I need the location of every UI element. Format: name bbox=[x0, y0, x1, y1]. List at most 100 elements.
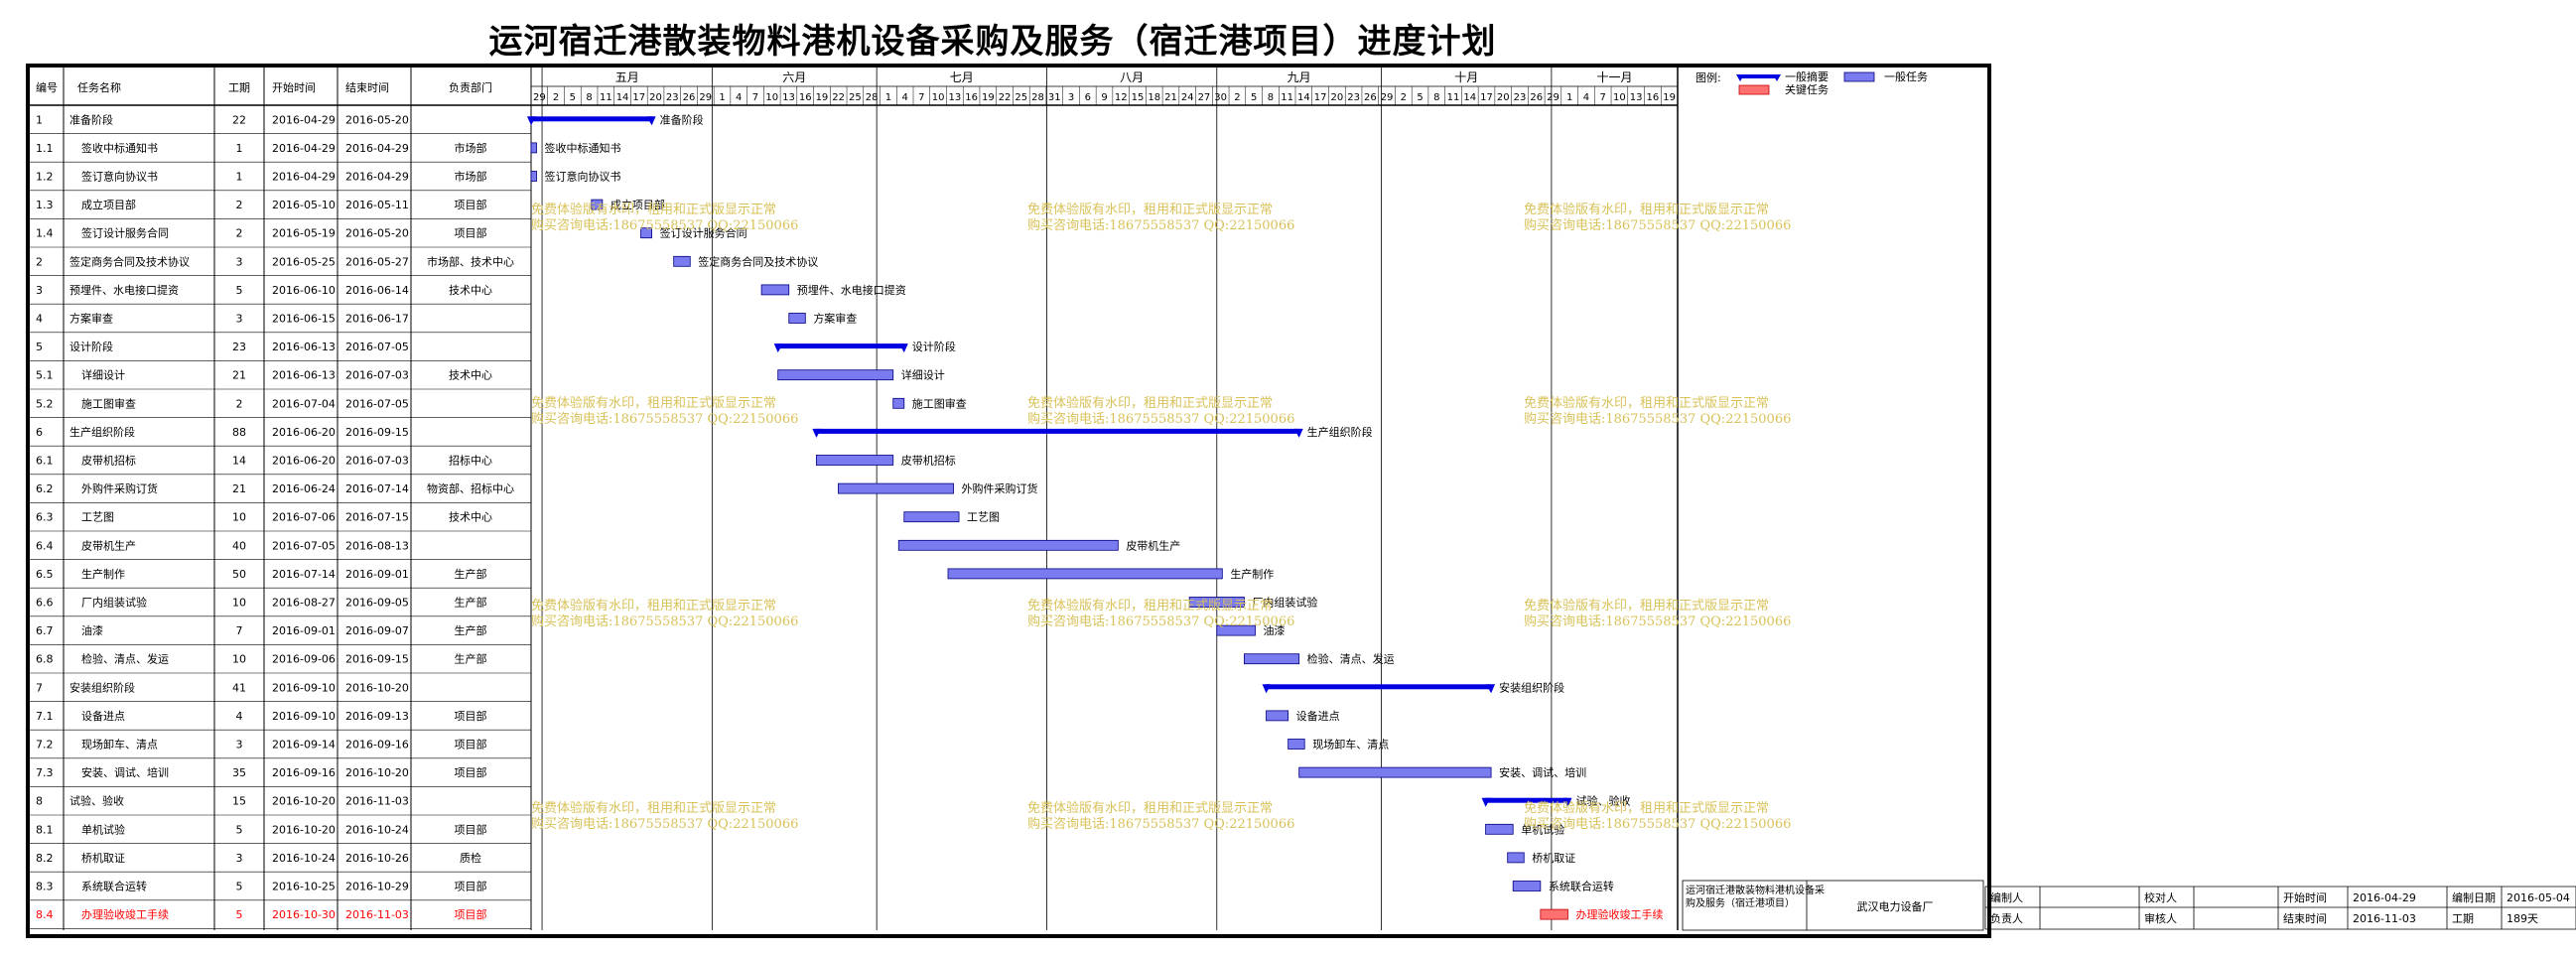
bar-label: 设计阶段 bbox=[912, 340, 956, 353]
watermark-text: 免费体验版有水印，租用和正式版显示正常 bbox=[1027, 395, 1273, 411]
task-id: 6.7 bbox=[36, 624, 54, 637]
task-name: 签订意向协议书 bbox=[81, 170, 158, 184]
task-id: 1.3 bbox=[36, 199, 54, 211]
day-tick-label: 14 bbox=[616, 92, 629, 103]
watermark-text: 购买咨询电话:18675558537 QQ:22150066 bbox=[531, 217, 798, 233]
task-bar bbox=[1216, 624, 1256, 636]
task-duration: 5 bbox=[236, 881, 243, 893]
day-tick-label: 20 bbox=[1330, 92, 1343, 103]
task-duration: 35 bbox=[232, 766, 246, 779]
day-tick-label: 25 bbox=[1015, 92, 1027, 103]
task-name: 厂内组装试验 bbox=[81, 596, 147, 610]
watermark-text: 免费体验版有水印，租用和正式版显示正常 bbox=[1524, 395, 1769, 411]
watermark-text: 免费体验版有水印，租用和正式版显示正常 bbox=[1027, 800, 1273, 816]
day-tick-label: 3 bbox=[1068, 92, 1074, 103]
day-tick-label: 5 bbox=[1251, 92, 1257, 103]
day-tick-label: 8 bbox=[586, 92, 592, 103]
day-tick-label: 13 bbox=[782, 92, 795, 103]
day-tick-label: 28 bbox=[1031, 92, 1044, 103]
task-bar bbox=[947, 568, 1223, 580]
footer-cell: 2016-04-29 bbox=[2353, 891, 2416, 904]
task-bar bbox=[815, 455, 894, 466]
bar-label: 油漆 bbox=[1263, 623, 1285, 637]
day-tick-label: 17 bbox=[1314, 92, 1327, 103]
task-end: 2016-09-07 bbox=[345, 624, 409, 637]
task-end: 2016-04-29 bbox=[345, 171, 409, 184]
column-header: 任务名称 bbox=[77, 80, 121, 94]
task-end: 2016-09-01 bbox=[345, 568, 409, 581]
task-start: 2016-05-19 bbox=[272, 227, 336, 240]
task-end: 2016-09-05 bbox=[345, 597, 409, 610]
watermark-text: 免费体验版有水印，租用和正式版显示正常 bbox=[1027, 202, 1273, 217]
watermark-text: 免费体验版有水印，租用和正式版显示正常 bbox=[531, 202, 776, 217]
day-tick-label: 29 bbox=[699, 92, 712, 103]
legend-critical-text: 关键任务 bbox=[1785, 82, 1829, 96]
task-name: 安装、调试、培训 bbox=[81, 765, 169, 779]
legend-critical-swatch bbox=[1738, 84, 1770, 95]
month-label: 八月 bbox=[1120, 70, 1144, 84]
task-dept: 项目部 bbox=[455, 880, 487, 893]
task-end: 2016-06-14 bbox=[345, 284, 409, 297]
task-duration: 5 bbox=[236, 284, 243, 297]
task-end: 2016-05-20 bbox=[345, 113, 409, 126]
task-name: 准备阶段 bbox=[69, 112, 113, 126]
task-name: 成立项目部 bbox=[81, 198, 136, 211]
task-end: 2016-07-05 bbox=[345, 341, 409, 353]
task-duration: 3 bbox=[236, 255, 243, 268]
day-tick-label: 27 bbox=[1198, 92, 1211, 103]
day-tick-label: 7 bbox=[1599, 92, 1605, 103]
watermark-text: 购买咨询电话:18675558537 QQ:22150066 bbox=[1524, 411, 1791, 427]
task-duration: 41 bbox=[232, 681, 246, 694]
task-id: 8.4 bbox=[36, 908, 54, 921]
task-duration: 10 bbox=[232, 511, 246, 524]
task-id: 6 bbox=[36, 426, 43, 439]
footer-cell: 工期 bbox=[2452, 912, 2474, 925]
day-tick-label: 8 bbox=[1433, 92, 1439, 103]
day-tick-label: 11 bbox=[1447, 92, 1460, 103]
task-dept: 市场部 bbox=[455, 170, 487, 184]
task-start: 2016-09-01 bbox=[272, 624, 336, 637]
watermark-text: 购买咨询电话:18675558537 QQ:22150066 bbox=[531, 411, 798, 427]
summary-bar-start-cap bbox=[1481, 797, 1491, 807]
month-label: 七月 bbox=[950, 70, 974, 84]
summary-bar bbox=[1266, 684, 1492, 690]
task-duration: 15 bbox=[232, 795, 246, 808]
task-name: 设备进点 bbox=[81, 709, 125, 723]
task-end: 2016-07-14 bbox=[345, 482, 409, 495]
task-start: 2016-09-10 bbox=[272, 710, 336, 723]
day-tick-label: 26 bbox=[1364, 92, 1377, 103]
day-tick-label: 28 bbox=[866, 92, 879, 103]
day-tick-label: 16 bbox=[799, 92, 812, 103]
footer-company: 武汉电力设备厂 bbox=[1857, 899, 1934, 913]
task-id: 6.8 bbox=[36, 653, 54, 666]
task-start: 2016-09-16 bbox=[272, 766, 336, 779]
bar-label: 签订意向协议书 bbox=[545, 170, 621, 184]
day-tick-label: 10 bbox=[932, 92, 945, 103]
bar-label: 准备阶段 bbox=[660, 112, 704, 126]
day-tick-label: 2 bbox=[1401, 92, 1407, 103]
task-start: 2016-06-10 bbox=[272, 284, 336, 297]
task-bar bbox=[892, 397, 905, 409]
summary-bar bbox=[1485, 797, 1568, 803]
bar-label: 皮带机生产 bbox=[1126, 538, 1180, 552]
watermark-text: 购买咨询电话:18675558537 QQ:22150066 bbox=[1027, 411, 1294, 427]
task-start: 2016-04-29 bbox=[272, 113, 336, 126]
task-duration: 2 bbox=[236, 227, 243, 240]
task-duration: 5 bbox=[236, 823, 243, 836]
summary-bar-end-cap bbox=[898, 343, 908, 353]
task-end: 2016-05-27 bbox=[345, 255, 409, 268]
task-id: 7.3 bbox=[36, 766, 54, 779]
critical-bar bbox=[1540, 908, 1568, 920]
task-start: 2016-05-10 bbox=[272, 199, 336, 211]
task-start: 2016-06-20 bbox=[272, 426, 336, 439]
watermark-text: 购买咨询电话:18675558537 QQ:22150066 bbox=[531, 816, 798, 832]
bar-label: 单机试验 bbox=[1521, 822, 1564, 836]
task-dept: 生产部 bbox=[455, 623, 487, 637]
bar-label: 成立项目部 bbox=[610, 198, 665, 211]
day-tick-label: 19 bbox=[1663, 92, 1676, 103]
task-dept: 市场部 bbox=[455, 141, 487, 155]
task-start: 2016-09-06 bbox=[272, 653, 336, 666]
task-id: 1 bbox=[36, 113, 43, 126]
task-id: 4 bbox=[36, 313, 43, 326]
task-dept: 项目部 bbox=[455, 765, 487, 779]
